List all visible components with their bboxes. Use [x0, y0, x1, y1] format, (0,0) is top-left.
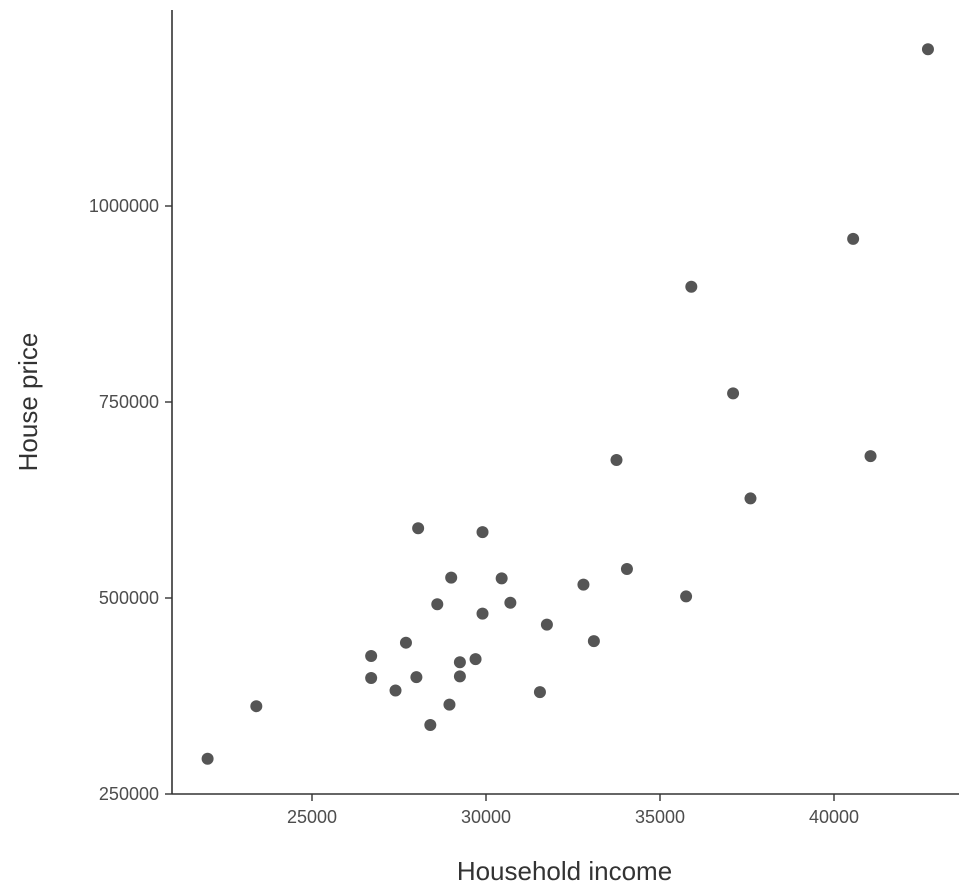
data-point — [412, 522, 425, 535]
data-point — [250, 700, 263, 713]
data-point — [365, 671, 378, 684]
data-point — [610, 454, 623, 467]
data-point — [921, 43, 934, 56]
data-point — [540, 618, 553, 631]
data-point — [365, 650, 378, 663]
data-point — [445, 571, 458, 584]
data-point — [680, 590, 693, 603]
data-point — [399, 636, 412, 649]
x-axis-title: Household income — [457, 856, 672, 886]
x-tick-label: 25000 — [287, 807, 337, 827]
data-point — [469, 653, 482, 666]
data-point — [685, 280, 698, 293]
data-point — [533, 686, 546, 699]
y-tick-label: 500000 — [99, 588, 159, 608]
data-point — [847, 232, 860, 245]
data-point — [864, 450, 877, 463]
data-point — [504, 596, 517, 609]
data-point — [431, 598, 444, 611]
data-point — [495, 572, 508, 585]
data-point — [577, 578, 590, 591]
data-point — [424, 719, 437, 732]
data-point — [389, 684, 402, 697]
data-point — [443, 698, 456, 711]
x-tick-label: 40000 — [809, 807, 859, 827]
data-point — [410, 671, 423, 684]
data-point — [620, 562, 633, 575]
x-tick-label: 35000 — [635, 807, 685, 827]
data-point — [201, 752, 214, 765]
y-axis-title: House price — [13, 333, 43, 472]
x-tick-label: 30000 — [461, 807, 511, 827]
y-tick-label: 1000000 — [89, 196, 159, 216]
y-tick-label: 250000 — [99, 784, 159, 804]
data-point — [476, 526, 489, 539]
ticks-layer: 25000 30000 35000 40000 250000 500000 750000 10… — [89, 196, 859, 827]
data-point — [476, 607, 489, 620]
data-point — [744, 492, 757, 505]
data-point — [453, 670, 466, 683]
data-point — [453, 656, 466, 669]
data-point — [727, 387, 740, 400]
data-point — [587, 635, 600, 648]
y-tick-label: 750000 — [99, 392, 159, 412]
points-layer — [201, 43, 934, 765]
